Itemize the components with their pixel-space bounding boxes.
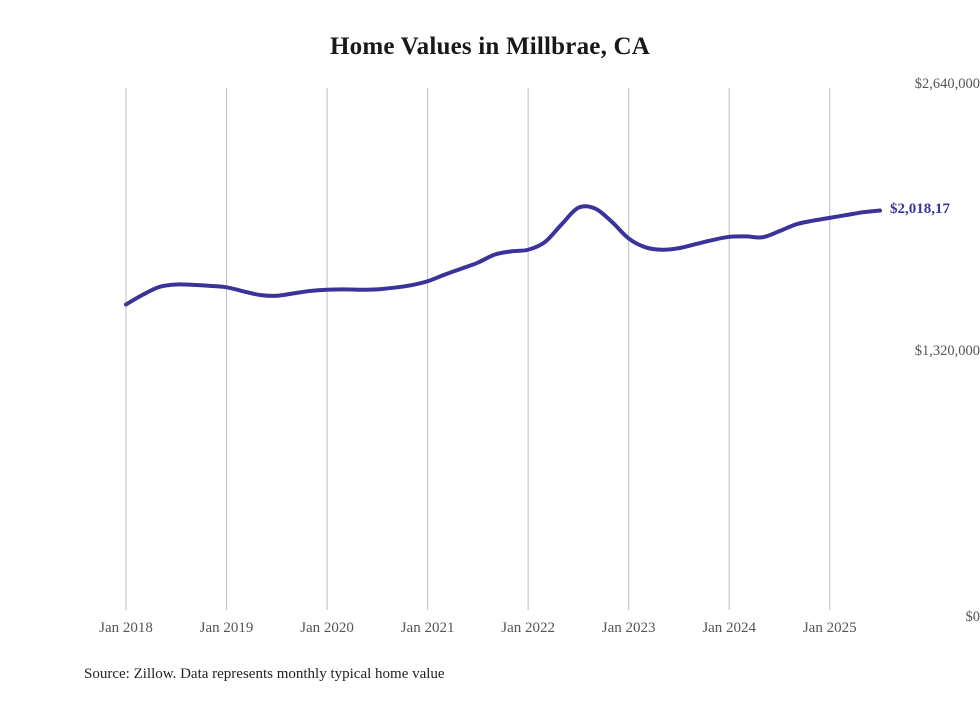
- chart-title: Home Values in Millbrae, CA: [330, 33, 650, 60]
- y-tick-label: $0: [965, 609, 980, 625]
- y-tick-label: $2,640,000: [914, 76, 980, 92]
- source-note: Source: Zillow. Data represents monthly …: [84, 666, 445, 682]
- y-tick-label: $1,320,000: [914, 342, 980, 359]
- x-tick-label: Jan 2021: [400, 620, 455, 636]
- x-tick-label: Jan 2025: [802, 620, 857, 636]
- x-tick-label: Jan 2018: [99, 620, 153, 636]
- x-tick-label: Jan 2020: [300, 620, 354, 636]
- data-line-typical-home-value: [124, 204, 882, 307]
- x-tick-label: Jan 2023: [601, 620, 656, 636]
- x-tick-label: Jan 2022: [501, 620, 555, 636]
- x-tick-label: Jan 2019: [199, 620, 254, 636]
- x-tick-label: Jan 2024: [702, 620, 757, 636]
- end-value-annotation: $2,018,17: [890, 200, 950, 217]
- gridlines-group: [125, 88, 831, 610]
